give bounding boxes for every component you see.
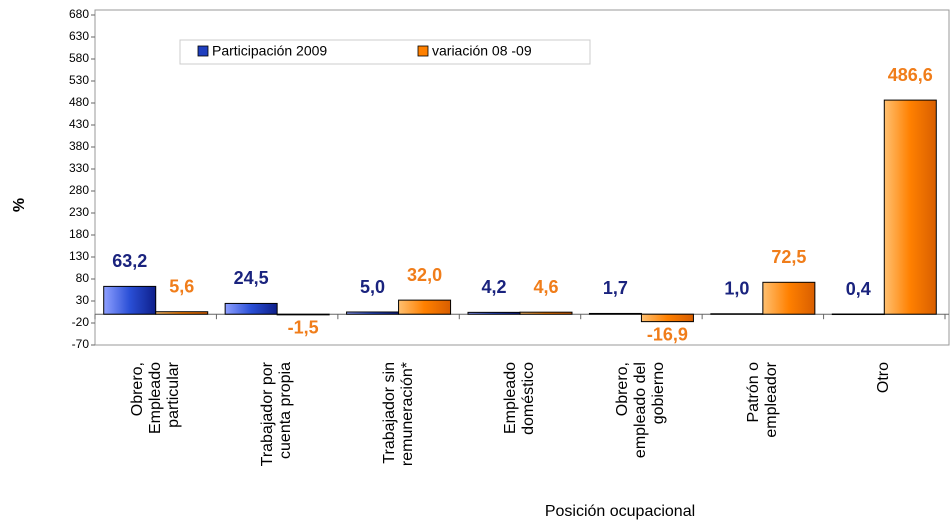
bar [519,311,573,315]
x-tick-text: Obrero, Empleado particular [128,362,182,435]
x-tick-label: Trabajador por cuenta propia [248,362,306,472]
bar [224,302,278,315]
bar [831,313,885,316]
x-tick-label: Trabajador sin remuneración* [370,362,428,472]
bar [103,285,157,315]
y-tick-label: 630 [69,29,89,43]
y-tick-label: 180 [69,227,89,241]
value-label: 24,5 [234,268,269,288]
x-tick-text: Trabajador por cuenta propia [259,362,295,467]
bar [398,299,452,315]
y-axis-title: % [11,198,28,212]
bar [883,99,937,315]
y-tick-label: 530 [69,73,89,87]
legend-box [179,39,591,65]
x-tick-text: Trabajador sin remuneración* [380,362,416,467]
value-label: 72,5 [771,247,806,267]
x-tick-text: Obrero, empleado del gobierno [614,362,668,459]
value-label: 1,0 [724,279,749,299]
value-label: -16,9 [647,324,688,344]
bar [588,312,642,315]
bar [276,313,330,316]
value-label: 1,7 [603,278,628,298]
value-label: 4,2 [481,277,506,297]
x-tick-text: Otro [875,362,893,394]
value-label: 486,6 [888,65,933,85]
y-tick-label: -20 [72,315,90,329]
x-tick-text: Empleado doméstico [502,362,537,435]
value-label: 4,6 [533,277,558,297]
y-tick-label: 330 [69,161,89,175]
y-tick-label: 580 [69,51,89,65]
value-label: -1,5 [288,318,319,338]
legend-swatch [197,45,209,57]
y-tick-label: 280 [69,183,89,197]
x-tick-label: Otro [855,362,913,472]
x-tick-label: Obrero, Empleado particular [127,362,185,472]
bar [346,311,400,315]
y-tick-label: -70 [72,337,90,351]
x-axis-title: Posición ocupacional [545,503,695,520]
y-tick-label: 30 [76,293,90,307]
plot-area [94,9,950,346]
legend-label: variación 08 -09 [432,43,532,59]
value-label: 0,4 [846,279,871,299]
x-tick-label: Obrero, empleado del gobierno [612,362,670,472]
y-tick-label: 430 [69,117,89,131]
x-tick-label: Empleado doméstico [491,362,549,472]
x-tick-label: Patrón o empleador [734,362,792,472]
y-tick-label: 680 [69,7,89,21]
legend-swatch [417,45,429,57]
value-label: 63,2 [112,251,147,271]
bar [762,281,816,315]
bar [155,311,209,315]
y-tick-label: 230 [69,205,89,219]
bar [710,313,764,315]
bar [640,313,694,323]
value-label: 32,0 [407,265,442,285]
x-tick-text: Patrón o empleador [744,362,780,438]
legend-label: Participación 2009 [212,43,327,59]
y-tick-label: 380 [69,139,89,153]
value-label: 5,6 [169,276,194,296]
bar [467,311,521,315]
y-tick-label: 130 [69,249,89,263]
value-label: 5,0 [360,277,385,297]
y-tick-label: 80 [76,271,90,285]
y-tick-label: 480 [69,95,89,109]
